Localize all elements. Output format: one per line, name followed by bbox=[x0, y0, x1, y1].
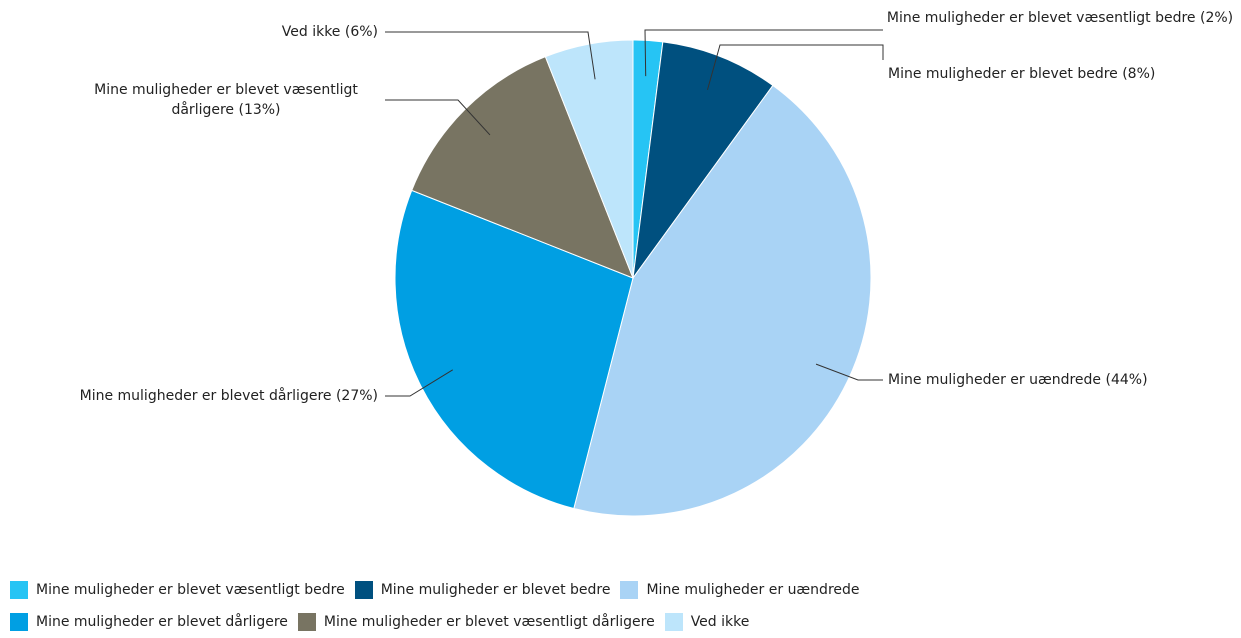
legend-label: Mine muligheder er blevet dårligere bbox=[36, 614, 288, 630]
legend-item: Mine muligheder er uændrede bbox=[620, 581, 860, 599]
legend-row: Mine muligheder er blevet væsentligt bed… bbox=[10, 574, 870, 606]
legend-label: Mine muligheder er blevet væsentligt bed… bbox=[36, 582, 345, 598]
legend-label: Mine muligheder er blevet bedre bbox=[380, 582, 611, 598]
data-label: Mine muligheder er blevet bedre (8%) bbox=[888, 66, 1155, 82]
leader-line bbox=[385, 369, 454, 397]
leader-line bbox=[644, 29, 883, 77]
legend-item: Ved ikke bbox=[664, 613, 750, 631]
pie-slice bbox=[632, 41, 774, 279]
pie-area: Mine muligheder er blevet væsentligt bed… bbox=[80, 10, 1234, 517]
legend-label: Ved ikke bbox=[690, 614, 750, 630]
pie-slice bbox=[573, 84, 872, 517]
pie-slice bbox=[394, 189, 634, 510]
leader-line bbox=[815, 363, 883, 381]
data-label-box: Mine muligheder er blevet væsentligt dår… bbox=[94, 82, 358, 118]
leader-line bbox=[385, 99, 491, 136]
leader-line bbox=[706, 44, 884, 91]
pie-slice bbox=[411, 56, 634, 279]
legend-swatch bbox=[620, 581, 639, 599]
leader-line bbox=[385, 31, 596, 80]
legend: Mine muligheder er blevet væsentligt bed… bbox=[10, 574, 870, 638]
legend-swatch bbox=[354, 581, 373, 599]
data-label: Mine muligheder er uændrede (44%) bbox=[888, 372, 1148, 388]
legend-swatch bbox=[10, 613, 28, 631]
legend-swatch bbox=[297, 613, 316, 631]
pie-slice bbox=[544, 39, 634, 279]
legend-swatch bbox=[664, 613, 683, 631]
data-label-box: Mine muligheder er blevet væsentligt bed… bbox=[886, 10, 1234, 26]
data-label: Mine muligheder er blevet væsentligt bed… bbox=[886, 10, 1234, 26]
legend-row: Mine muligheder er blevet dårligere Mine … bbox=[10, 606, 870, 638]
legend-item: Mine muligheder er blevet dårligere bbox=[10, 613, 288, 631]
legend-label: Mine muligheder er uændrede bbox=[646, 582, 860, 598]
data-label: Mine muligheder er blevet dårligere (27%… bbox=[80, 387, 378, 404]
data-label: Mine muligheder er blevet væsentligt dår… bbox=[94, 82, 358, 118]
legend-swatch bbox=[10, 581, 28, 599]
legend-item: Mine muligheder er blevet bedre bbox=[354, 581, 611, 599]
legend-item: Mine muligheder er blevet væsentligt dår… bbox=[297, 613, 655, 631]
legend-label: Mine muligheder er blevet væsentligt dår… bbox=[323, 614, 655, 630]
legend-item: Mine muligheder er blevet væsentligt bed… bbox=[10, 581, 345, 599]
data-label: Ved ikke (6%) bbox=[282, 24, 378, 40]
